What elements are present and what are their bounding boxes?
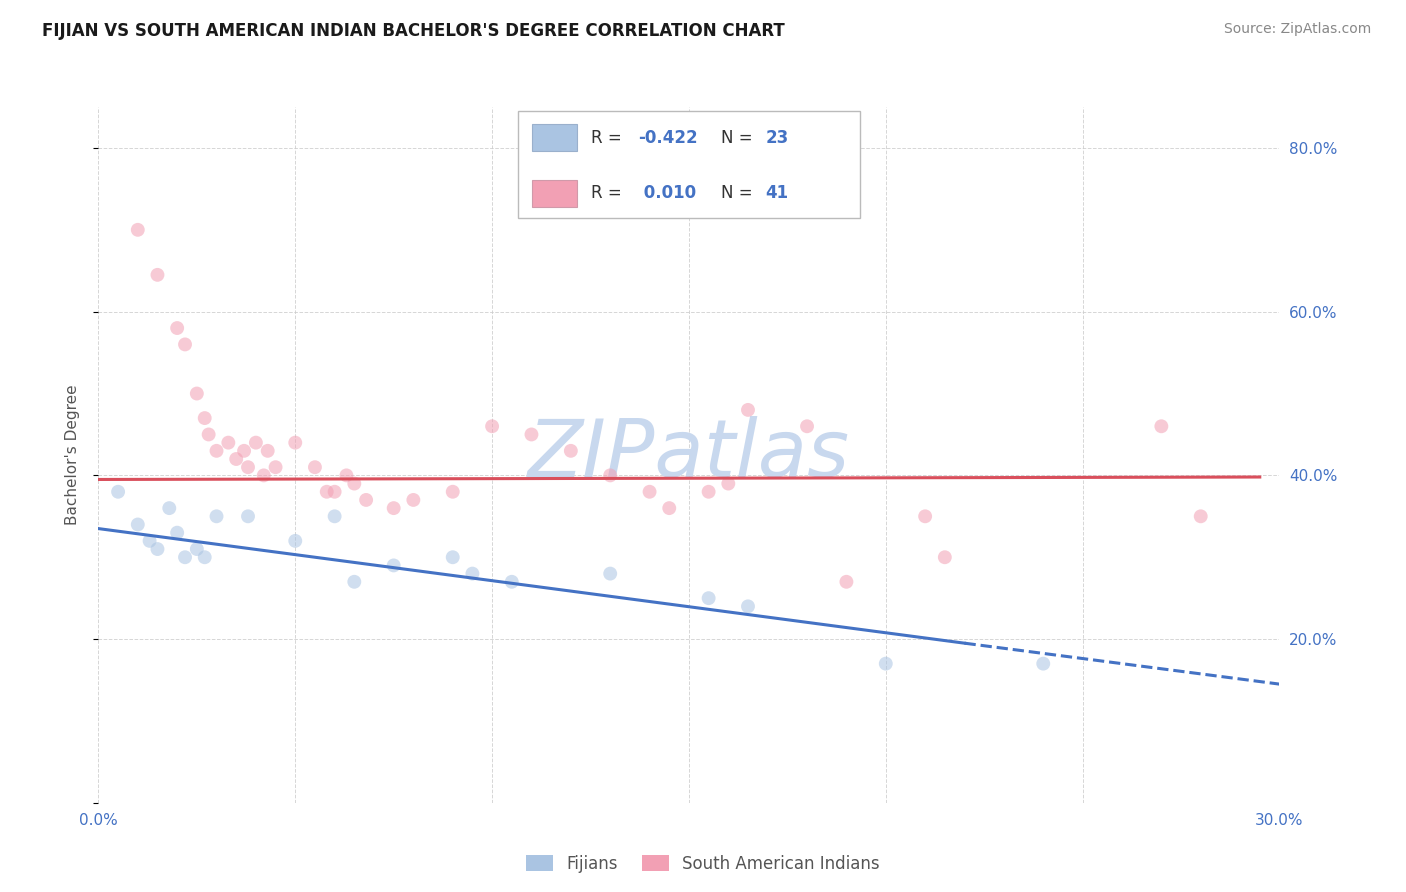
Point [737,599,759,614]
Point [236,460,259,475]
Point [186,386,208,401]
Text: R =: R = [591,128,621,146]
Point [560,443,582,458]
Point [264,460,287,475]
Point [225,452,247,467]
Text: Source: ZipAtlas.com: Source: ZipAtlas.com [1223,22,1371,37]
Point [174,337,197,351]
Point [174,550,197,565]
Point [638,484,661,499]
FancyBboxPatch shape [531,124,576,151]
Point [717,476,740,491]
Text: 23: 23 [766,128,789,146]
Point [335,468,357,483]
Point [875,657,897,671]
Point [323,509,346,524]
FancyBboxPatch shape [517,111,860,219]
Point [599,468,621,483]
Text: 41: 41 [766,185,789,202]
Point [146,542,169,557]
Point [315,484,337,499]
Point [236,509,259,524]
Point [402,492,425,507]
Text: FIJIAN VS SOUTH AMERICAN INDIAN BACHELOR'S DEGREE CORRELATION CHART: FIJIAN VS SOUTH AMERICAN INDIAN BACHELOR… [42,22,785,40]
Y-axis label: Bachelor's Degree: Bachelor's Degree [65,384,80,525]
Point [253,468,276,483]
Point [1150,419,1173,434]
Point [1032,657,1054,671]
Point [233,443,256,458]
Text: ZIPatlas: ZIPatlas [527,416,851,494]
Point [245,435,267,450]
Point [343,574,366,589]
Point [284,533,307,548]
Legend: Fijians, South American Indians: Fijians, South American Indians [519,848,887,880]
Point [186,542,208,557]
Point [441,550,464,565]
Point [382,501,405,516]
Text: -0.422: -0.422 [638,128,697,146]
Point [194,411,217,425]
Text: 0.010: 0.010 [638,185,696,202]
Text: N =: N = [721,185,752,202]
Point [127,223,149,237]
Point [441,484,464,499]
Point [796,419,818,434]
Point [284,435,307,450]
Point [157,501,180,516]
Point [166,321,188,335]
Point [914,509,936,524]
Point [382,558,405,573]
FancyBboxPatch shape [531,180,576,207]
Point [205,443,228,458]
Point [205,509,228,524]
Point [217,435,239,450]
Point [138,533,160,548]
Point [354,492,377,507]
Point [323,484,346,499]
Text: R =: R = [591,185,621,202]
Point [520,427,543,442]
Point [481,419,503,434]
Point [1189,509,1212,524]
Point [934,550,956,565]
Point [166,525,188,540]
Point [599,566,621,581]
Point [127,517,149,532]
Point [697,484,720,499]
Point [304,460,326,475]
Point [461,566,484,581]
Point [697,591,720,606]
Point [737,403,759,417]
Point [256,443,278,458]
Point [107,484,129,499]
Point [194,550,217,565]
Point [146,268,169,282]
Point [835,574,858,589]
Point [658,501,681,516]
Point [197,427,219,442]
Point [501,574,523,589]
Point [343,476,366,491]
Text: N =: N = [721,128,752,146]
